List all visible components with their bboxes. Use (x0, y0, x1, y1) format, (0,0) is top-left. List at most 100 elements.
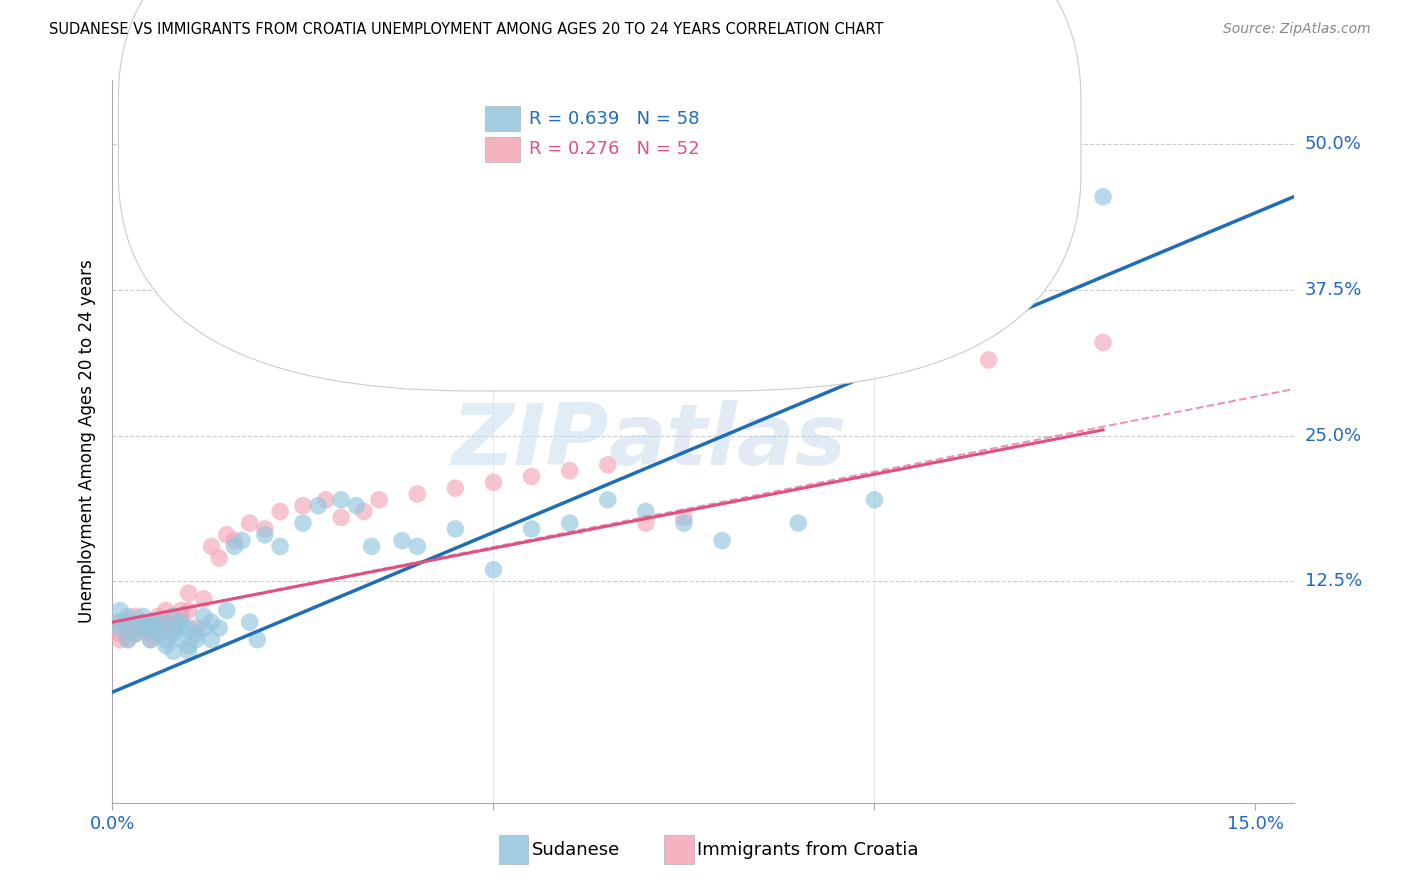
Point (108, 615, 131, 630)
Point (162, 621, 184, 635)
Point (246, 632, 269, 647)
Point (139, 615, 162, 630)
Point (193, 609, 215, 624)
Point (117, 632, 139, 647)
Bar (485, 105, 520, 131)
Point (634, 516, 657, 530)
Point (132, 621, 155, 635)
Point (124, 609, 146, 624)
Point (253, 528, 276, 542)
Point (360, 540, 382, 554)
Point (672, 516, 695, 530)
Point (139, 632, 162, 647)
Text: R = 0.276   N = 52: R = 0.276 N = 52 (530, 140, 700, 158)
Point (672, 510, 695, 524)
Point (269, 504, 291, 518)
Text: 50.0%: 50.0% (1305, 136, 1361, 153)
Point (1092, 335, 1115, 350)
Point (139, 632, 162, 647)
Bar (499, 835, 529, 864)
Point (162, 609, 184, 624)
Point (170, 632, 193, 647)
Point (186, 632, 208, 647)
Point (170, 603, 193, 617)
Point (155, 621, 177, 635)
Point (634, 504, 657, 518)
Point (117, 609, 139, 624)
Point (124, 621, 146, 635)
Point (344, 499, 367, 513)
Point (291, 499, 314, 513)
Point (155, 639, 177, 653)
Point (117, 632, 139, 647)
Point (148, 615, 170, 630)
Point (162, 627, 184, 641)
Point (239, 516, 262, 530)
Point (162, 609, 184, 624)
Point (139, 615, 162, 630)
Text: SUDANESE VS IMMIGRANTS FROM CROATIA UNEMPLOYMENT AMONG AGES 20 TO 24 YEARS CORRE: SUDANESE VS IMMIGRANTS FROM CROATIA UNEM… (49, 22, 884, 37)
Point (307, 499, 329, 513)
Point (170, 621, 193, 635)
Point (177, 639, 200, 653)
Point (787, 516, 810, 530)
Point (406, 540, 429, 554)
Point (177, 603, 200, 617)
Point (1092, 190, 1115, 204)
Point (215, 603, 238, 617)
Point (224, 533, 246, 548)
Point (520, 522, 543, 536)
Point (215, 528, 238, 542)
Point (200, 540, 222, 554)
Point (315, 492, 337, 507)
Text: ZIP: ZIP (451, 400, 609, 483)
Text: R = 0.639   N = 58: R = 0.639 N = 58 (530, 110, 700, 128)
Point (482, 475, 505, 490)
Y-axis label: Unemployment Among Ages 20 to 24 years: Unemployment Among Ages 20 to 24 years (77, 260, 96, 624)
Point (148, 609, 170, 624)
Point (558, 464, 581, 478)
Point (177, 644, 200, 658)
Point (132, 615, 155, 630)
Point (444, 522, 467, 536)
Point (291, 516, 314, 530)
Point (148, 621, 170, 635)
Point (482, 563, 505, 577)
Point (224, 540, 246, 554)
Point (208, 551, 231, 566)
Point (520, 469, 543, 483)
Point (108, 621, 131, 635)
Point (148, 627, 170, 641)
Point (231, 533, 253, 548)
FancyBboxPatch shape (118, 0, 1081, 391)
Point (177, 586, 200, 600)
Point (406, 487, 429, 501)
Point (155, 603, 177, 617)
Point (186, 621, 208, 635)
Point (193, 591, 215, 606)
Point (391, 533, 413, 548)
Point (901, 329, 924, 343)
Point (108, 627, 131, 641)
Point (132, 621, 155, 635)
Point (155, 632, 177, 647)
Point (193, 621, 215, 635)
Point (825, 353, 848, 368)
Point (253, 522, 276, 536)
Point (444, 481, 467, 495)
Point (170, 615, 193, 630)
Point (139, 627, 162, 641)
Text: 12.5%: 12.5% (1305, 573, 1362, 591)
Point (170, 609, 193, 624)
Point (124, 627, 146, 641)
Point (330, 510, 353, 524)
Text: Source: ZipAtlas.com: Source: ZipAtlas.com (1223, 22, 1371, 37)
Point (200, 632, 222, 647)
Bar (485, 136, 520, 162)
Point (124, 615, 146, 630)
Point (269, 540, 291, 554)
Text: atlas: atlas (609, 400, 846, 483)
Point (711, 335, 734, 350)
Point (124, 627, 146, 641)
Point (155, 615, 177, 630)
